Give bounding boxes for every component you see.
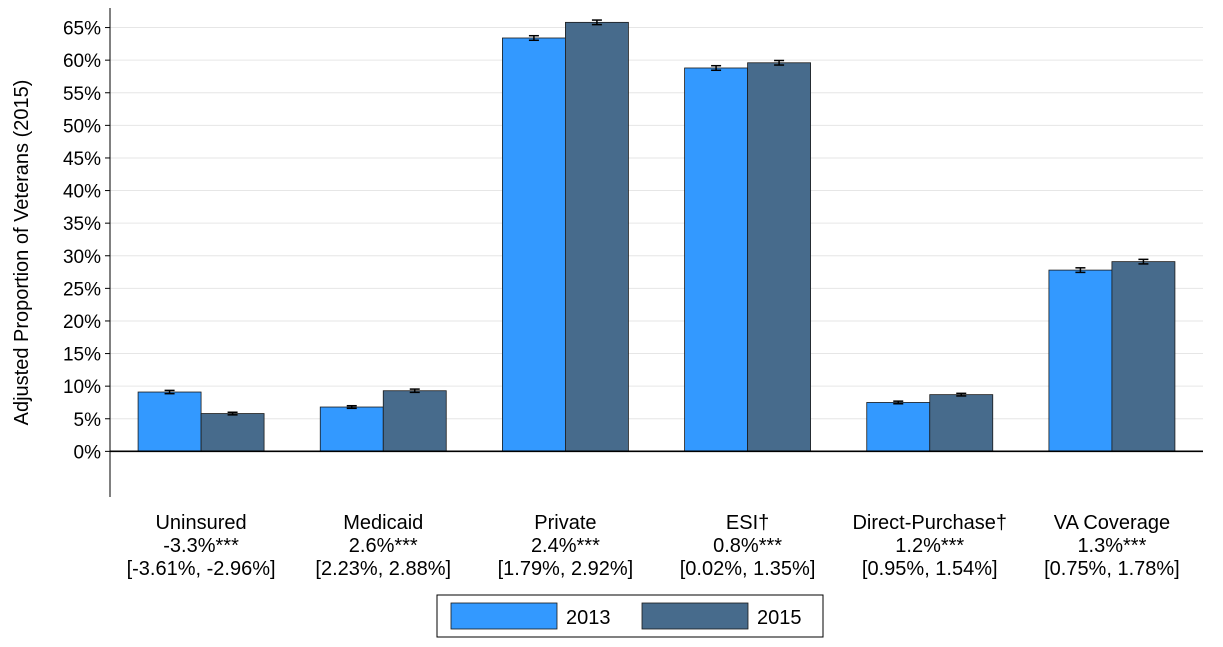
- legend-swatch-2013: [450, 602, 558, 630]
- bar-2013-3: [684, 67, 748, 452]
- y-tick-label: 15%: [63, 345, 101, 366]
- x-category-ci: [0.95%, 1.54%]: [862, 558, 998, 580]
- y-tick-label: 20%: [63, 312, 101, 333]
- y-tick-label: 0%: [74, 442, 102, 463]
- y-tick-label: 30%: [63, 247, 101, 268]
- x-category-ci: [0.75%, 1.78%]: [1044, 558, 1180, 580]
- x-category-label: Direct-Purchase†: [852, 512, 1007, 534]
- y-tick-label: 50%: [63, 116, 101, 137]
- x-category-change: 0.8%***: [713, 535, 782, 557]
- legend-label: 2013: [566, 607, 611, 629]
- bar-2013-5: [1048, 269, 1113, 452]
- legend-label: 2015: [757, 607, 802, 629]
- legend-swatch-2015: [641, 602, 749, 630]
- bar-2015-4: [929, 394, 994, 452]
- bar-2013-1: [319, 406, 384, 452]
- x-category-ci: [1.79%, 2.92%]: [498, 558, 634, 580]
- x-category-change: 1.2%***: [895, 535, 964, 557]
- bar-2015-1: [382, 390, 447, 452]
- y-tick-label: 25%: [63, 279, 101, 300]
- x-category-label: VA Coverage: [1054, 512, 1170, 534]
- bar-2013-0: [137, 391, 202, 452]
- y-axis-title: Adjusted Proportion of Veterans (2015): [11, 80, 33, 426]
- x-category-label: Private: [534, 512, 596, 534]
- x-category-change: 2.6%***: [349, 535, 418, 557]
- x-category-change: 2.4%***: [531, 535, 600, 557]
- y-tick-label: 40%: [63, 182, 101, 203]
- y-tick-label: 5%: [74, 410, 102, 431]
- bar-2015-3: [747, 62, 811, 452]
- x-category-label: Uninsured: [155, 512, 246, 534]
- bar-2015-2: [565, 21, 629, 452]
- y-tick-label: 10%: [63, 377, 101, 398]
- bar-2015-0: [200, 413, 265, 452]
- bar-2013-4: [866, 402, 931, 452]
- x-category-change: 1.3%***: [1077, 535, 1146, 557]
- y-tick-label: 45%: [63, 149, 101, 170]
- y-tick-label: 55%: [63, 84, 101, 105]
- x-category-ci: [2.23%, 2.88%]: [315, 558, 451, 580]
- x-category-ci: [-3.61%, -2.96%]: [127, 558, 276, 580]
- x-category-label: Medicaid: [343, 512, 423, 534]
- x-category-label: ESI†: [726, 512, 769, 534]
- x-category-ci: [0.02%, 1.35%]: [680, 558, 816, 580]
- bar-2015-5: [1111, 261, 1176, 452]
- y-tick-label: 60%: [63, 51, 101, 72]
- bar-2013-2: [502, 37, 566, 452]
- x-category-change: -3.3%***: [163, 535, 239, 557]
- y-tick-label: 65%: [63, 19, 101, 40]
- y-tick-label: 35%: [63, 214, 101, 235]
